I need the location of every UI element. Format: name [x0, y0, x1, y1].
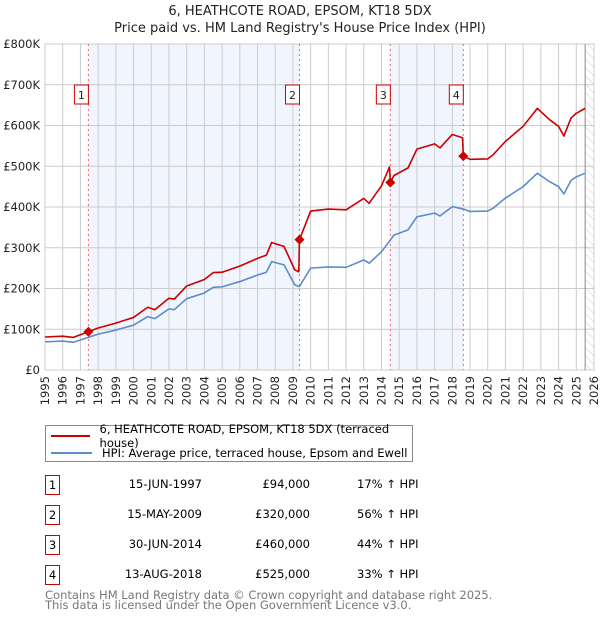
- x-tick-label: 2003: [180, 376, 194, 405]
- x-tick-label: 2004: [197, 376, 211, 405]
- y-tick-label: £400K: [3, 200, 40, 214]
- sale-label: 3: [380, 89, 387, 102]
- y-tick-label: £300K: [3, 241, 40, 255]
- sale-hpi-diff: 56% ↑ HPI: [357, 507, 419, 521]
- sale-number: 1: [45, 475, 60, 495]
- x-tick-label: 1996: [56, 376, 70, 405]
- x-tick-label: 2019: [463, 376, 477, 405]
- sale-number: 3: [45, 535, 60, 555]
- sale-label-box: [73, 84, 89, 105]
- x-tick-label: 1999: [109, 376, 123, 405]
- sale-price: £525,000: [255, 567, 310, 581]
- sale-point: [83, 326, 94, 337]
- sale-price: £94,000: [262, 477, 310, 491]
- x-tick-label: 2026: [587, 376, 600, 405]
- sale-number: 4: [45, 565, 60, 585]
- plot-border: [44, 43, 595, 371]
- x-tick-label: 2006: [233, 376, 247, 405]
- y-tick-label: £0: [25, 363, 40, 377]
- chart-title: 6, HEATHCOTE ROAD, EPSOM, KT18 5DX: [168, 4, 432, 19]
- sale-point: [458, 151, 469, 162]
- y-tick-label: £800K: [3, 37, 40, 51]
- sale-label-box: [448, 84, 464, 105]
- x-tick-label: 1995: [38, 376, 52, 405]
- chart-subtitle: Price paid vs. HM Land Registry's House …: [114, 21, 486, 36]
- series-line: [44, 107, 586, 339]
- sale-date: 13-AUG-2018: [124, 567, 202, 581]
- sale-price: £460,000: [255, 537, 310, 551]
- legend-item-property: 6, HEATHCOTE ROAD, EPSOM, KT18 5DX (terr…: [51, 422, 412, 450]
- x-tick-label: 2017: [428, 376, 442, 405]
- x-tick-label: 2024: [552, 376, 566, 405]
- legend-label: HPI: Average price, terraced house, Epso…: [102, 446, 408, 460]
- legend-label: 6, HEATHCOTE ROAD, EPSOM, KT18 5DX (terr…: [99, 422, 390, 450]
- x-tick-label: 2008: [268, 376, 282, 405]
- x-tick-label: 1998: [91, 376, 105, 405]
- y-tick-label: £200K: [3, 282, 40, 296]
- x-tick-label: 2012: [339, 376, 353, 405]
- x-tick-label: 2001: [144, 376, 158, 405]
- legend: 6, HEATHCOTE ROAD, EPSOM, KT18 5DX (terr…: [45, 422, 413, 462]
- legend-swatch-red: [51, 435, 90, 437]
- x-tick-label: 2010: [304, 376, 318, 405]
- x-tick-label: 2020: [481, 376, 495, 405]
- x-tick-label: 2009: [286, 376, 300, 405]
- sale-number: 2: [45, 505, 60, 525]
- legend-swatch-blue: [51, 452, 92, 454]
- x-tick-label: 2000: [127, 376, 141, 405]
- sale-hpi-diff: 17% ↑ HPI: [357, 477, 419, 491]
- sale-date: 15-MAY-2009: [127, 507, 202, 521]
- x-tick-label: 2021: [498, 376, 512, 405]
- footer-copyright: Contains HM Land Registry data © Crown c…: [45, 588, 493, 602]
- x-tick-label: 2007: [251, 376, 265, 405]
- x-tick-label: 2023: [534, 376, 548, 405]
- x-tick-label: 2013: [357, 376, 371, 405]
- y-tick-label: £700K: [3, 78, 40, 92]
- legend-item-hpi: HPI: Average price, terraced house, Epso…: [51, 445, 407, 461]
- y-tick-label: £500K: [3, 159, 40, 173]
- sale-date: 30-JUN-2014: [128, 537, 202, 551]
- x-tick-label: 2015: [392, 376, 406, 405]
- y-tick-label: £600K: [3, 119, 40, 133]
- sale-label-box: [375, 84, 391, 105]
- x-tick-label: 2011: [321, 376, 335, 405]
- x-tick-label: 2002: [162, 376, 176, 405]
- x-tick-label: 2025: [569, 376, 583, 405]
- sale-label: 1: [78, 89, 85, 102]
- x-tick-label: 1997: [73, 376, 87, 405]
- sale-label-box: [284, 84, 300, 105]
- sale-date: 15-JUN-1997: [128, 477, 202, 491]
- x-tick-label: 2018: [445, 376, 459, 405]
- series-line: [44, 172, 586, 344]
- sale-price: £320,000: [255, 507, 310, 521]
- x-tick-label: 2014: [374, 376, 388, 405]
- sale-label: 4: [453, 89, 460, 102]
- sale-label: 2: [289, 89, 296, 102]
- sale-hpi-diff: 44% ↑ HPI: [357, 537, 419, 551]
- sale-point: [385, 177, 396, 188]
- x-tick-label: 2022: [516, 376, 530, 405]
- footer-licence: This data is licensed under the Open Gov…: [45, 598, 412, 612]
- sale-point: [294, 234, 305, 245]
- plot-area: 1995 1996 1997 1998 1999 2000 2001 2002 2003 2004…: [3, 37, 600, 405]
- y-tick-label: £100K: [3, 322, 40, 336]
- sale-hpi-diff: 33% ↑ HPI: [357, 567, 419, 581]
- x-tick-label: 2016: [410, 376, 424, 405]
- x-tick-label: 2005: [215, 376, 229, 405]
